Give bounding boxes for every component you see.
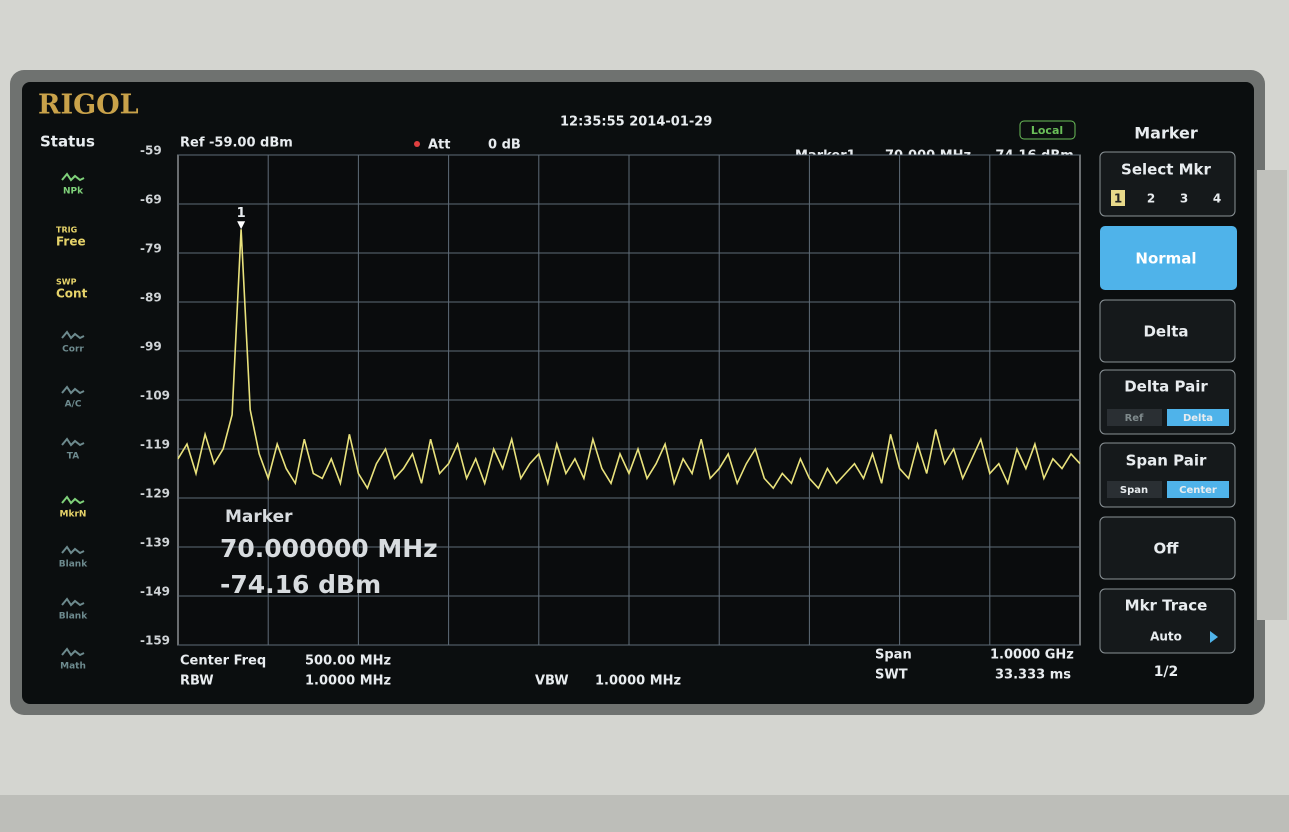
menu-page[interactable]: 1/2 — [1154, 664, 1179, 680]
swt-label: SWT — [875, 668, 908, 683]
vbw-value: 1.0000 MHz — [595, 674, 681, 689]
status-title: Status — [40, 133, 95, 151]
span-pair-option: Center — [1179, 485, 1217, 496]
center-label: Center Freq — [180, 654, 266, 669]
rbw-value: 1.0000 MHz — [305, 674, 391, 689]
marker-number: 1 — [237, 206, 246, 221]
status-label: Free — [56, 235, 86, 249]
marker-box-freq: 70.000000 MHz — [220, 534, 438, 563]
ref-level: Ref -59.00 dBm — [180, 136, 293, 151]
att-label: Att — [428, 138, 451, 153]
y-tick-label: -89 — [140, 291, 162, 305]
center-value: 500.00 MHz — [305, 654, 391, 669]
local-label: Local — [1031, 124, 1063, 137]
marker-choice[interactable]: 1 — [1114, 192, 1122, 206]
status-label: MkrN — [60, 510, 87, 520]
rbw-label: RBW — [180, 674, 214, 689]
brand: RIGOL — [38, 90, 139, 121]
att-dot — [414, 141, 420, 147]
status-label: TA — [67, 452, 79, 462]
status-label: A/C — [65, 400, 82, 410]
y-tick-label: -119 — [140, 438, 170, 452]
marker-choice[interactable]: 3 — [1180, 192, 1188, 206]
menu-off: Off — [1154, 540, 1180, 558]
span-pair-option: Span — [1120, 485, 1148, 496]
delta-pair-option: Ref — [1125, 413, 1144, 424]
y-tick-label: -149 — [140, 585, 170, 599]
marker-choice[interactable]: 4 — [1213, 192, 1221, 206]
span-label: Span — [875, 648, 912, 663]
y-tick-label: -79 — [140, 242, 162, 256]
status-label: Cont — [56, 287, 88, 301]
menu-mkr-trace: Mkr Trace — [1125, 597, 1208, 615]
marker-choice[interactable]: 2 — [1147, 192, 1155, 206]
marker-box-title: Marker — [225, 507, 293, 527]
analyzer-photo: RIGOL Status 12:35:55 2014-01-29 Local R… — [0, 0, 1289, 832]
span-value: 1.0000 GHz — [990, 648, 1074, 663]
y-tick-label: -69 — [140, 193, 162, 207]
status-label: Corr — [62, 345, 84, 355]
status-label: TRIG — [56, 226, 77, 235]
y-tick-label: -109 — [140, 389, 170, 403]
menu-delta: Delta — [1143, 323, 1188, 341]
status-label: Blank — [59, 560, 88, 570]
vbw-label: VBW — [535, 674, 569, 689]
menu: Marker Select Mkr 1 2 3 4 Normal Delta Delt… — [1100, 124, 1237, 681]
menu-mkr-trace-value: Auto — [1150, 630, 1182, 644]
y-tick-label: -129 — [140, 487, 170, 501]
side-keys — [1257, 170, 1287, 620]
y-tick-label: -159 — [140, 634, 170, 648]
status-label: SWP — [56, 278, 77, 287]
y-tick-label: -59 — [140, 144, 162, 158]
menu-delta-pair: Delta Pair — [1124, 378, 1208, 396]
status-label: Math — [60, 662, 86, 672]
att-value: 0 dB — [488, 138, 521, 153]
page: RIGOL Status 12:35:55 2014-01-29 Local R… — [0, 0, 1289, 832]
datetime: 12:35:55 2014-01-29 — [560, 115, 712, 130]
menu-title: Marker — [1134, 124, 1198, 143]
marker-box-level: -74.16 dBm — [220, 570, 381, 599]
y-tick-label: -139 — [140, 536, 170, 550]
menu-select-label: Select Mkr — [1121, 161, 1211, 179]
menu-span-pair: Span Pair — [1126, 452, 1207, 470]
menu-normal: Normal — [1135, 250, 1196, 268]
delta-pair-option: Delta — [1183, 413, 1213, 424]
bezel-bottom — [0, 795, 1289, 832]
swt-value: 33.333 ms — [995, 668, 1071, 683]
status-label: Blank — [59, 612, 88, 622]
status-label: NPk — [63, 187, 84, 197]
y-tick-label: -99 — [140, 340, 162, 354]
